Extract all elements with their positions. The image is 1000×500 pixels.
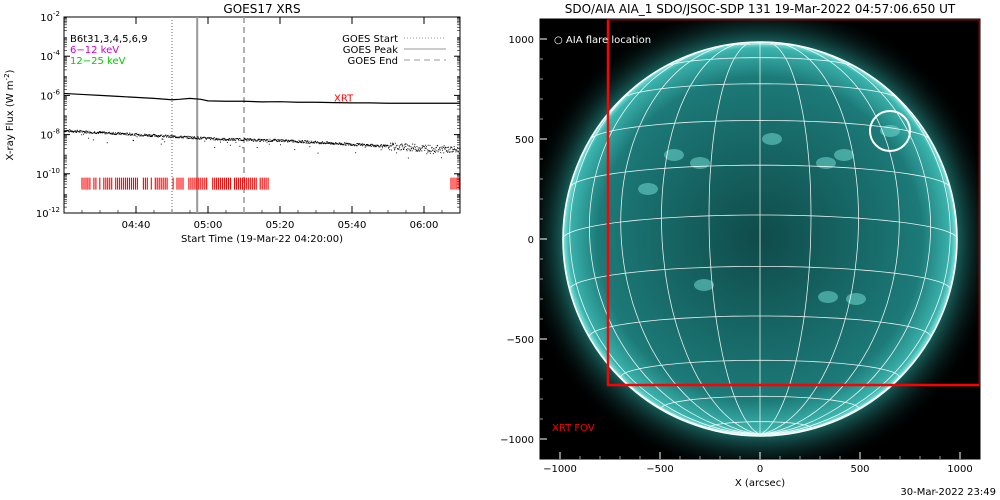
solar-limb: [562, 41, 958, 437]
legend-right-label-1: GOES Peak: [343, 45, 398, 56]
aia-x-tick-label-1: −500: [646, 464, 673, 475]
aia-y-tick-label-0: −1000: [500, 435, 534, 446]
aia-image-content: [540, 19, 980, 459]
x-tick-label-4: 06:00: [410, 220, 439, 231]
aia-x-axis-label: X (arcsec): [735, 478, 785, 489]
heliographic-grid: [563, 42, 957, 435]
aia-title: SDO/AIA AIA_1 SDO/JSOC-SDP 131 19-Mar-20…: [565, 2, 956, 16]
xrt-label: XRT: [334, 93, 354, 104]
goes-short-channel-series: [64, 129, 461, 159]
grid-line: [708, 42, 761, 435]
aia-x-tick-label-0: −1000: [543, 464, 577, 475]
grid-line: [661, 42, 761, 435]
grid-line: [708, 421, 812, 428]
grid-line: [759, 43, 900, 435]
y-tick-label-4: 10-10: [36, 167, 60, 181]
y-tick-label-5: 10-12: [36, 206, 60, 220]
aia-x-tick-label-2: 0: [757, 464, 763, 475]
goes-title: GOES17 XRS: [223, 2, 300, 16]
active-region-brightening: [694, 279, 714, 291]
legend-left-item-2: 12−25 keV: [70, 56, 126, 67]
aia-y-tick-label-3: 500: [515, 135, 534, 146]
x-tick-label-2: 05:20: [266, 220, 295, 231]
active-region-brightening: [690, 157, 710, 169]
aia-y-tick-label-4: 1000: [509, 35, 534, 46]
grid-line: [588, 46, 761, 435]
xrt-observation-marks: [81, 177, 460, 190]
active-region-brightening: [880, 125, 900, 137]
goes-short-channel-points: [64, 129, 461, 159]
aia-image-chart: SDO/AIA AIA_1 SDO/JSOC-SDP 131 19-Mar-20…: [500, 2, 981, 489]
active-region-brightening: [818, 291, 838, 303]
grid-line: [759, 42, 859, 435]
aia-x-tick-label-4: 1000: [947, 464, 972, 475]
x-tick-label-0: 04:40: [122, 220, 151, 231]
x-tick-label-1: 05:00: [194, 220, 223, 231]
generation-timestamp: 30-Mar-2022 23:49: [900, 487, 996, 498]
legend-right-label-2: GOES End: [348, 56, 398, 67]
grid-line: [620, 43, 761, 435]
grid-line: [620, 359, 900, 378]
aia-y-tick-label-2: 0: [528, 235, 534, 246]
active-region-brightening: [638, 183, 658, 195]
grid-line: [759, 61, 951, 435]
grid-line: [759, 46, 932, 435]
grid-line: [664, 57, 856, 67]
grid-line: [661, 395, 859, 409]
grid-line: [589, 315, 931, 337]
y-tick-label-2: 10-6: [40, 88, 60, 102]
active-region-brightening: [762, 133, 782, 145]
flare-location-circle: [869, 110, 911, 152]
legend-left-item-0: B6t31,3,4,5,6,9: [70, 34, 148, 45]
grid-line: [563, 214, 957, 240]
grid-line: [590, 119, 930, 140]
active-region-brightening: [664, 149, 684, 161]
grid-line: [622, 83, 898, 99]
aia-y-tick-label-1: −500: [507, 335, 534, 346]
y-tick-label-0: 10-2: [40, 10, 60, 24]
grid-line: [569, 266, 951, 290]
x-axis-label: Start Time (19-Mar-22 04:20:00): [181, 234, 343, 245]
aia-legend-flare-location: ○ AIA flare location: [554, 35, 651, 46]
y-tick-label-1: 10-4: [40, 49, 60, 63]
grid-line: [759, 42, 812, 435]
grid-line: [569, 164, 951, 188]
legend-left-item-1: 6−12 keV: [70, 45, 119, 56]
x-tick-label-3: 05:40: [338, 220, 367, 231]
xrt-fov-rectangle: [606, 19, 980, 387]
aia-x-tick-label-3: 500: [850, 464, 869, 475]
xrt-fov-label: XRT FOV: [552, 423, 595, 434]
legend-right-label-0: GOES Start: [342, 34, 398, 45]
active-region-brightening: [834, 149, 854, 161]
y-tick-label-3: 10-8: [40, 128, 60, 142]
goes-long-channel-line: [63, 92, 460, 104]
goes-xrs-chart: GOES17 XRS 10-2 10-4 10-6 10-8 10-10 10-12 04:4…: [3, 2, 461, 245]
y-axis-label: X-ray Flux (W m-2): [3, 69, 16, 160]
